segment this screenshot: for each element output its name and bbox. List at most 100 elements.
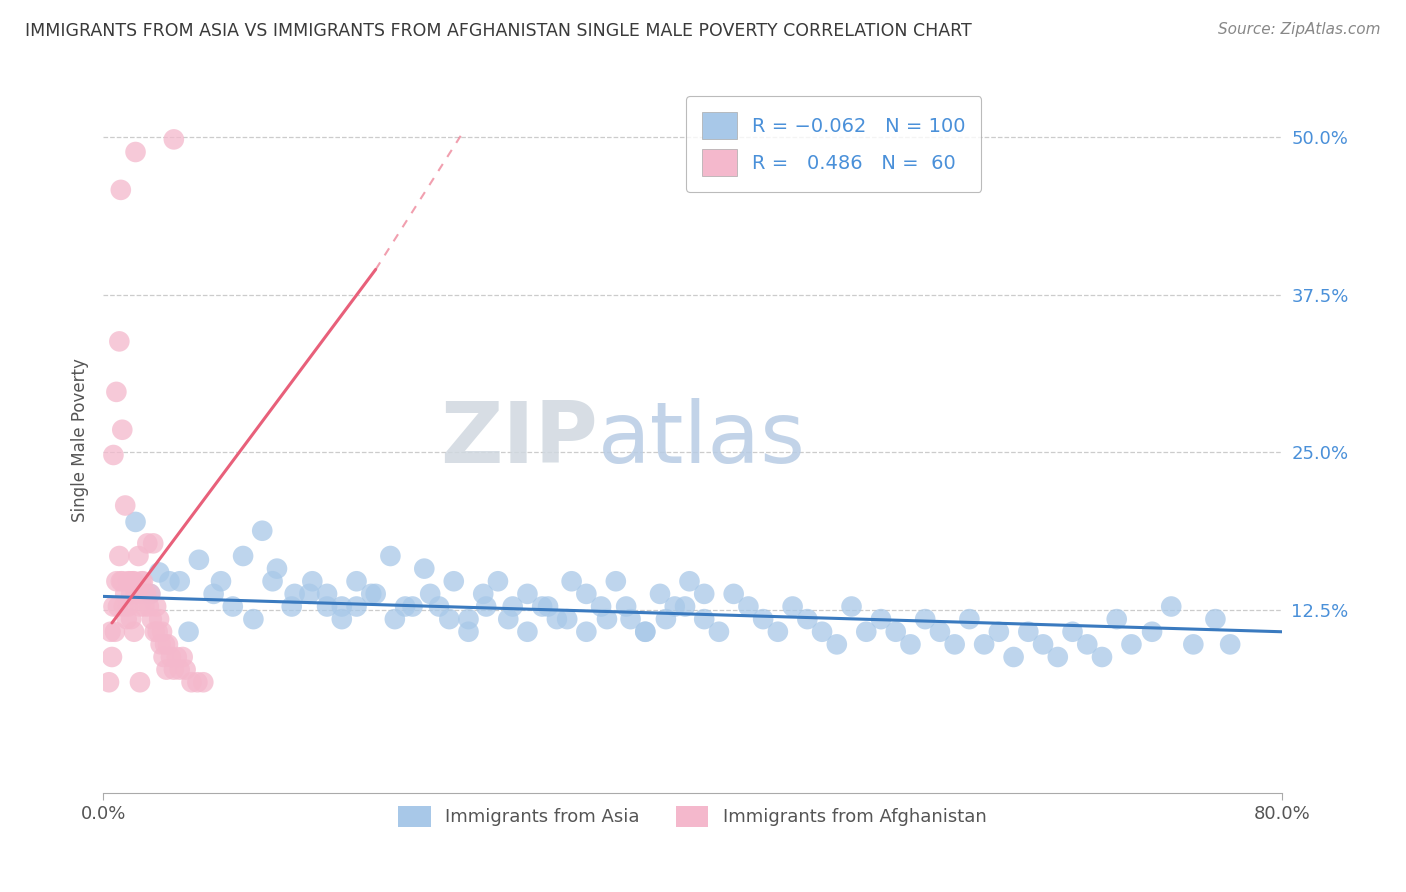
Point xyxy=(156,637,179,651)
Point xyxy=(100,624,122,639)
Point xyxy=(1182,637,1205,651)
Point xyxy=(143,624,166,639)
Point xyxy=(110,574,132,589)
Point xyxy=(427,599,450,614)
Point xyxy=(111,423,134,437)
Point xyxy=(516,587,538,601)
Point xyxy=(122,624,145,639)
Point xyxy=(150,624,173,639)
Point xyxy=(135,587,157,601)
Point xyxy=(943,637,966,651)
Point xyxy=(146,624,169,639)
Point xyxy=(242,612,264,626)
Point xyxy=(498,612,520,626)
Point xyxy=(782,599,804,614)
Point xyxy=(112,599,135,614)
Point xyxy=(232,549,254,563)
Point xyxy=(129,599,152,614)
Point xyxy=(900,637,922,651)
Point xyxy=(180,675,202,690)
Point xyxy=(118,574,141,589)
Point xyxy=(134,599,156,614)
Point xyxy=(614,599,637,614)
Point xyxy=(678,574,700,589)
Point xyxy=(575,587,598,601)
Point xyxy=(648,587,671,601)
Point xyxy=(124,587,146,601)
Point xyxy=(124,145,146,159)
Point xyxy=(125,587,148,601)
Point xyxy=(98,675,121,690)
Point xyxy=(110,183,132,197)
Point xyxy=(1091,650,1114,665)
Point xyxy=(766,624,789,639)
Point xyxy=(131,574,153,589)
Point xyxy=(252,524,274,538)
Point xyxy=(737,599,759,614)
Point xyxy=(139,587,162,601)
Point xyxy=(152,650,174,665)
Point xyxy=(103,599,125,614)
Point xyxy=(486,574,509,589)
Point xyxy=(101,650,124,665)
Point xyxy=(841,599,863,614)
Point xyxy=(870,612,893,626)
Point xyxy=(502,599,524,614)
Point xyxy=(142,536,165,550)
Point xyxy=(122,574,145,589)
Point xyxy=(531,599,554,614)
Point xyxy=(796,612,818,626)
Point xyxy=(555,612,578,626)
Point xyxy=(108,549,131,563)
Point xyxy=(707,624,730,639)
Point xyxy=(914,612,936,626)
Point xyxy=(330,599,353,614)
Point xyxy=(145,599,167,614)
Text: atlas: atlas xyxy=(598,399,806,482)
Point xyxy=(380,549,402,563)
Legend: Immigrants from Asia, Immigrants from Afghanistan: Immigrants from Asia, Immigrants from Af… xyxy=(391,798,994,834)
Point xyxy=(166,650,188,665)
Point xyxy=(364,587,387,601)
Point xyxy=(284,587,307,601)
Point xyxy=(298,587,321,601)
Point xyxy=(693,612,716,626)
Point xyxy=(561,574,583,589)
Point xyxy=(149,637,172,651)
Point xyxy=(1017,624,1039,639)
Point xyxy=(394,599,416,614)
Point xyxy=(280,599,302,614)
Point xyxy=(117,599,139,614)
Point xyxy=(723,587,745,601)
Point xyxy=(127,549,149,563)
Point xyxy=(177,624,200,639)
Point xyxy=(693,587,716,601)
Text: ZIP: ZIP xyxy=(440,399,598,482)
Point xyxy=(129,675,152,690)
Point xyxy=(537,599,560,614)
Point xyxy=(1046,650,1069,665)
Point xyxy=(401,599,423,614)
Point xyxy=(222,599,245,614)
Point xyxy=(103,448,125,462)
Point xyxy=(1140,624,1163,639)
Point xyxy=(655,612,678,626)
Point xyxy=(172,650,194,665)
Point xyxy=(1105,612,1128,626)
Point xyxy=(139,587,162,601)
Point xyxy=(443,574,465,589)
Point xyxy=(117,574,139,589)
Text: Source: ZipAtlas.com: Source: ZipAtlas.com xyxy=(1218,22,1381,37)
Point xyxy=(114,499,136,513)
Point xyxy=(155,663,177,677)
Point xyxy=(1121,637,1143,651)
Point xyxy=(262,574,284,589)
Point xyxy=(1062,624,1084,639)
Point xyxy=(472,587,495,601)
Point xyxy=(346,574,368,589)
Point xyxy=(384,612,406,626)
Point xyxy=(413,561,436,575)
Point xyxy=(1002,650,1025,665)
Point xyxy=(120,612,142,626)
Point xyxy=(104,624,127,639)
